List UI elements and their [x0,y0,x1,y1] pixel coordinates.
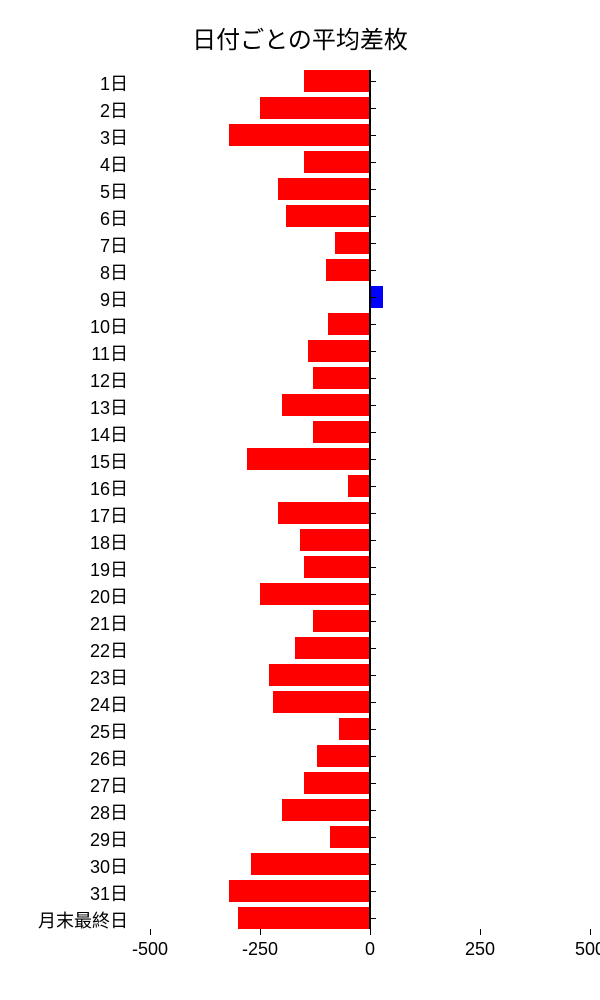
bar [251,853,370,875]
bar [282,799,370,821]
x-tick-label: 500 [575,939,600,960]
bar [260,583,370,605]
bar [335,232,370,254]
bar [295,637,370,659]
y-axis-label: 21日 [0,610,128,636]
y-axis-label: 17日 [0,502,128,528]
bar [330,826,370,848]
y-axis-label: 3日 [0,124,128,150]
x-tick-label: 0 [365,939,375,960]
y-axis-label: 7日 [0,232,128,258]
y-axis-label: 28日 [0,799,128,825]
y-axis-label: 2日 [0,97,128,123]
y-axis-label: 25日 [0,718,128,744]
y-axis-label: 18日 [0,529,128,555]
y-axis-label: 30日 [0,853,128,879]
x-tick-mark [150,929,151,935]
bar [238,907,370,929]
bar [317,745,370,767]
x-tick-mark [260,929,261,935]
y-axis-label: 12日 [0,367,128,393]
zero-axis-line [369,70,371,929]
bar [273,691,370,713]
bar [278,502,370,524]
y-axis-label: 16日 [0,475,128,501]
bar [304,556,370,578]
bar [282,394,370,416]
x-tick-label: -500 [132,939,168,960]
bar [313,421,370,443]
bar [326,259,370,281]
y-axis-label: 9日 [0,286,128,312]
bar [229,880,370,902]
y-axis-label: 19日 [0,556,128,582]
bar [308,340,370,362]
y-axis-label: 1日 [0,70,128,96]
y-axis-label: 月末最終日 [0,907,128,933]
bar [269,664,370,686]
y-axis-label: 14日 [0,421,128,447]
bar [339,718,370,740]
bar [300,529,370,551]
chart-container: 日付ごとの平均差枚 1日2日3日4日5日6日7日8日9日10日11日12日13日… [0,0,600,1000]
y-axis-label: 11日 [0,340,128,366]
y-axis-label: 23日 [0,664,128,690]
y-axis-label: 31日 [0,880,128,906]
y-axis-label: 15日 [0,448,128,474]
bar [313,367,370,389]
y-axis-label: 24日 [0,691,128,717]
bar [286,205,370,227]
y-axis-label: 10日 [0,313,128,339]
y-axis-label: 29日 [0,826,128,852]
bar [278,178,370,200]
bar [304,70,370,92]
bar [304,772,370,794]
x-tick-label: 250 [465,939,495,960]
y-axis-label: 4日 [0,151,128,177]
x-tick-mark [590,929,591,935]
bar [348,475,370,497]
y-axis-label: 27日 [0,772,128,798]
y-axis-label: 13日 [0,394,128,420]
bar [313,610,370,632]
y-axis-label: 26日 [0,745,128,771]
chart-title: 日付ごとの平均差枚 [0,20,600,55]
x-tick-label: -250 [242,939,278,960]
y-axis-label: 6日 [0,205,128,231]
bar [247,448,370,470]
y-axis-label: 22日 [0,637,128,663]
y-axis-label: 5日 [0,178,128,204]
bar [328,313,370,335]
x-tick-mark [370,929,371,935]
bar [304,151,370,173]
y-axis-label: 8日 [0,259,128,285]
bar [229,124,370,146]
y-axis-label: 20日 [0,583,128,609]
x-tick-mark [480,929,481,935]
bar [260,97,370,119]
